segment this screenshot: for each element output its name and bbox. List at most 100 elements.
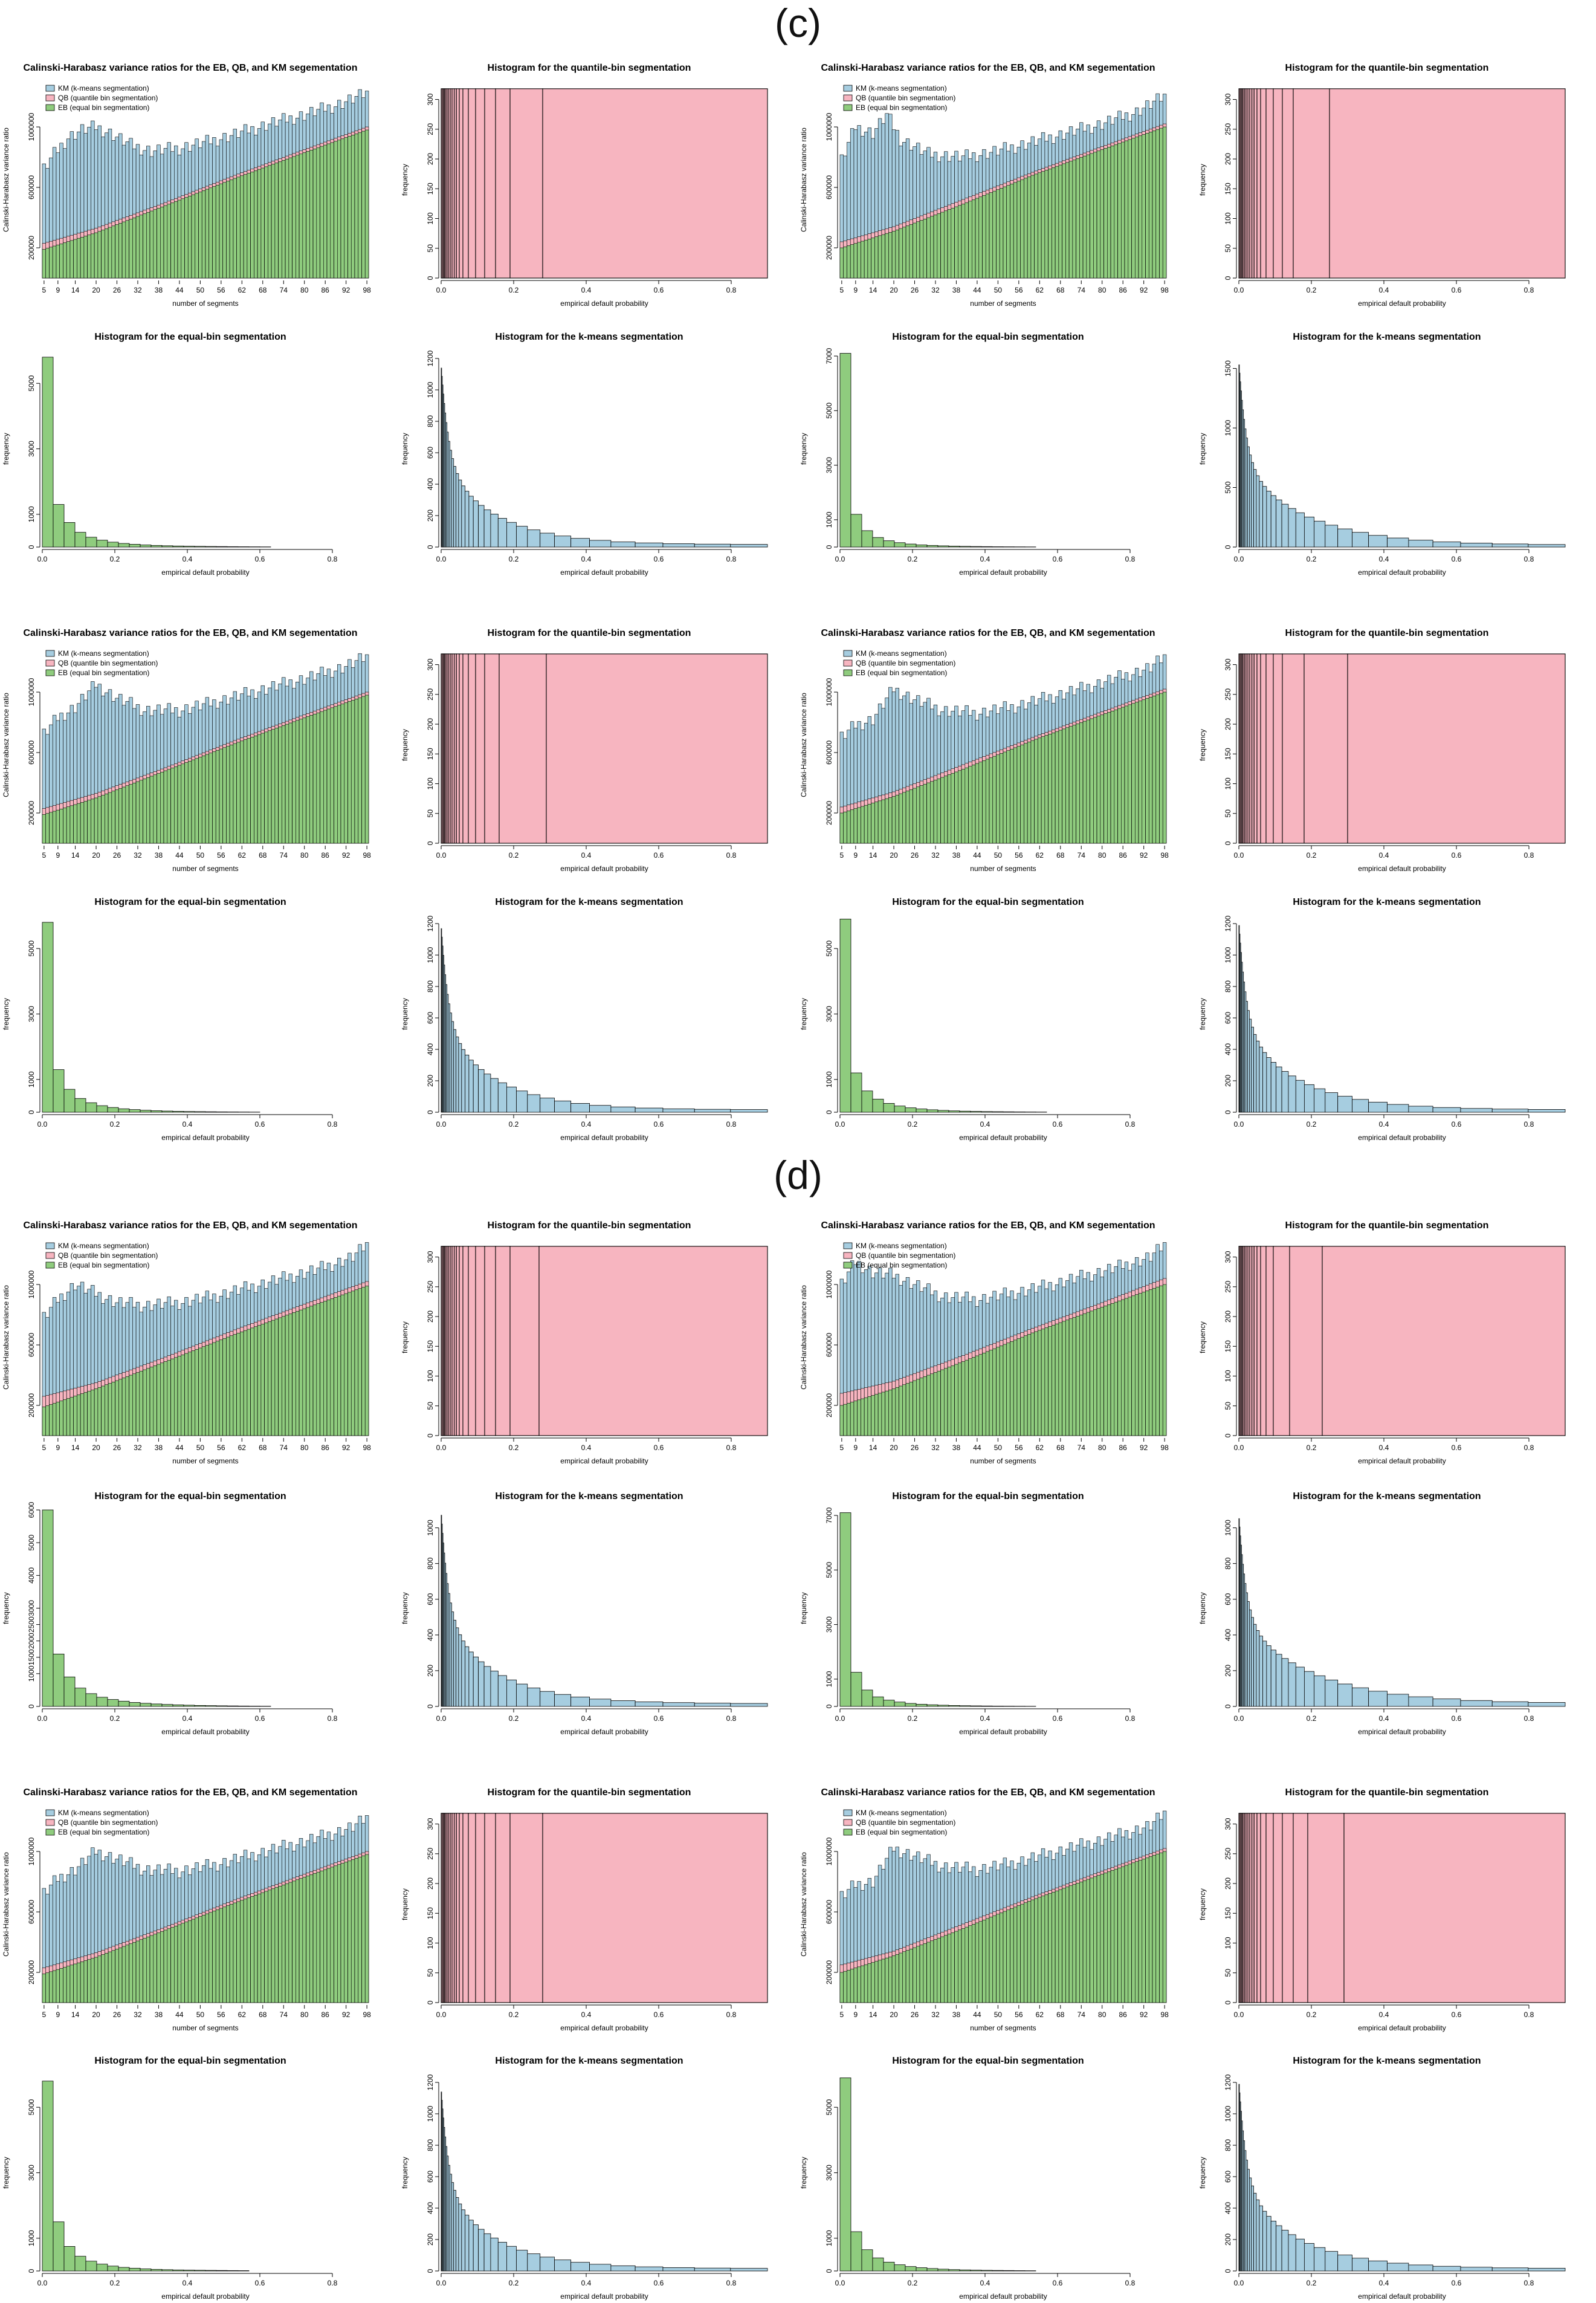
- y-tick-label: 50: [1224, 244, 1232, 253]
- eb-bar: [121, 1946, 126, 2003]
- eb-bar: [191, 759, 196, 844]
- eb-bin: [161, 2269, 173, 2272]
- eb-bar: [330, 1298, 334, 1436]
- x-tick-label: 50: [196, 1443, 205, 1452]
- x-tick-label: 0.6: [1053, 1714, 1063, 1723]
- km-bin: [1256, 475, 1260, 548]
- qb-bin: [1265, 88, 1274, 279]
- eb-bar: [87, 800, 91, 844]
- km-bin: [1460, 2267, 1493, 2272]
- chart-title: Calinski-Harabasz variance ratios for th…: [821, 1787, 1155, 1798]
- x-tick-label: 0.2: [110, 1120, 120, 1129]
- eb-bar: [226, 1905, 230, 2003]
- km-bin: [730, 544, 768, 548]
- eb-bar: [288, 722, 292, 844]
- km-bin: [662, 1108, 695, 1113]
- qb-panel: Histogram for the quantile-bin segmentat…: [1198, 1220, 1566, 1465]
- x-tick-label: 38: [155, 286, 163, 294]
- ch-panel: Calinski-Harabasz variance ratios for th…: [800, 1220, 1169, 1465]
- eb-bar: [1055, 1890, 1059, 2003]
- km-bin: [1262, 1641, 1267, 1707]
- y-axis-label: frequency: [1198, 729, 1207, 761]
- eb-bar: [146, 1936, 150, 2003]
- eb-bin: [161, 1110, 173, 1113]
- chart-title: Histogram for the quantile-bin segmentat…: [1285, 1787, 1489, 1798]
- eb-bar: [354, 133, 359, 279]
- eb-bar: [361, 1287, 366, 1436]
- x-axis-label: number of segments: [970, 1457, 1036, 1465]
- eb-bar: [968, 201, 972, 279]
- eb-bar: [930, 1373, 934, 1436]
- y-tick-label: 100: [426, 1370, 435, 1382]
- eb-bar: [271, 1888, 276, 2003]
- x-tick-label: 0.0: [436, 1120, 447, 1129]
- eb-bin: [839, 2078, 851, 2272]
- eb-bar: [302, 1877, 306, 2003]
- y-tick-label: 3000: [27, 2165, 36, 2181]
- x-tick-label: 56: [1015, 2010, 1023, 2019]
- y-tick-label: 200000: [825, 801, 833, 825]
- x-tick-label: 0.4: [581, 1443, 592, 1452]
- x-tick-label: 44: [973, 286, 981, 294]
- km-bin: [453, 466, 456, 548]
- qb-bin: [1347, 653, 1566, 844]
- km-bin: [1262, 2211, 1267, 2272]
- eb-bar: [996, 1347, 1000, 1436]
- eb-bar: [198, 192, 202, 279]
- qb-bin: [1273, 88, 1283, 279]
- ch-panel: Calinski-Harabasz variance ratios for th…: [800, 1787, 1169, 2032]
- eb-bar: [947, 774, 952, 844]
- eb-bar: [340, 1294, 345, 1436]
- eb-bin: [96, 1697, 108, 1707]
- eb-bin: [85, 537, 97, 548]
- qb-bin: [1260, 653, 1267, 844]
- eb-bar: [173, 201, 178, 279]
- km-bin: [1295, 1080, 1305, 1113]
- km-bin: [1432, 1699, 1461, 1707]
- qb-panel: Histogram for the quantile-bin segmentat…: [1198, 63, 1566, 308]
- eb-bar: [902, 227, 906, 279]
- eb-bar: [895, 229, 899, 279]
- eb-bar: [968, 1925, 972, 2003]
- y-tick-label: 400: [1224, 1628, 1232, 1641]
- x-tick-label: 9: [56, 286, 60, 294]
- eb-bar: [1048, 1326, 1052, 1436]
- km-bin: [1295, 2238, 1305, 2272]
- eb-bar: [871, 1395, 875, 1436]
- x-tick-label: 92: [1140, 851, 1148, 860]
- eb-bar: [160, 771, 164, 844]
- eb-bar: [56, 809, 60, 844]
- km-bin: [1259, 1046, 1263, 1113]
- eb-bar: [149, 210, 154, 279]
- qb-bin: [1289, 1246, 1323, 1436]
- eb-bar: [268, 1321, 272, 1436]
- y-tick-label: 0: [825, 2269, 833, 2273]
- y-tick-label: 200000: [825, 1960, 833, 1984]
- eb-bar: [42, 1407, 47, 1436]
- eb-bar: [1152, 695, 1157, 844]
- x-tick-label: 0.6: [1452, 2279, 1462, 2287]
- eb-bar: [1124, 705, 1129, 844]
- eb-bar: [240, 1331, 244, 1436]
- legend-label-km: KM (k-means segmentation): [856, 649, 947, 658]
- eb-bar: [115, 789, 119, 844]
- y-tick-label: 100: [1224, 212, 1232, 224]
- km-bin: [1325, 525, 1339, 548]
- km-bin: [1352, 1687, 1369, 1707]
- eb-bar: [361, 696, 366, 844]
- km-bin: [490, 1671, 499, 1707]
- eb-bar: [149, 776, 154, 844]
- eb-bar: [839, 247, 844, 279]
- eb-bar: [964, 1359, 969, 1436]
- km-bin: [540, 1098, 555, 1113]
- km-bin: [1432, 2266, 1461, 2272]
- y-tick-label: 150: [426, 1907, 435, 1919]
- x-axis-label: empirical default probability: [161, 2292, 249, 2301]
- eb-bar: [292, 721, 296, 844]
- x-axis-label: empirical default probability: [1358, 864, 1446, 873]
- x-tick-label: 0.0: [436, 286, 447, 294]
- eb-bar: [947, 1367, 952, 1436]
- legend-swatch-eb: [45, 104, 55, 111]
- y-tick-label: 100: [1224, 1370, 1232, 1382]
- x-tick-label: 9: [56, 1443, 60, 1452]
